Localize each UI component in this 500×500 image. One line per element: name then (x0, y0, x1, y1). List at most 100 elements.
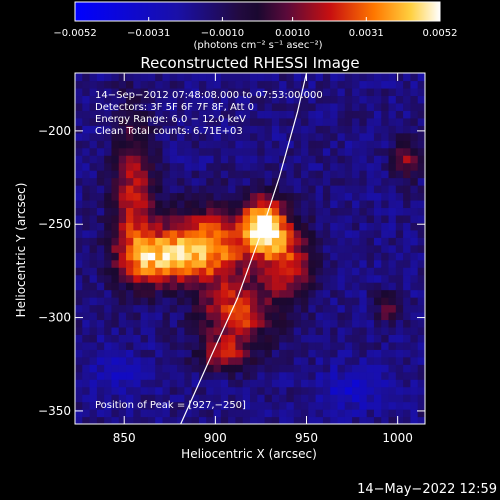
heatmap-cell (235, 95, 244, 104)
heatmap-cell (359, 170, 368, 179)
heatmap-cell (395, 73, 404, 82)
heatmap-cell (169, 147, 178, 156)
heatmap-cell (89, 87, 98, 97)
heatmap-cell (118, 364, 127, 373)
heatmap-cell (213, 289, 222, 298)
heatmap-cell (352, 170, 360, 179)
heatmap-cell (126, 334, 134, 343)
heatmap-cell (104, 110, 113, 119)
heatmap-cell (403, 319, 412, 328)
heatmap-cell (96, 222, 105, 231)
heatmap-cell (264, 349, 273, 358)
heatmap-cell (315, 267, 324, 276)
heatmap-cell (169, 214, 178, 223)
heatmap-cell (111, 334, 120, 343)
heatmap-cell (293, 297, 302, 306)
heatmap-cell (366, 117, 375, 126)
heatmap-cell (126, 349, 134, 358)
heatmap-cell (228, 326, 237, 335)
heatmap-cell (191, 117, 200, 126)
heatmap-cell (344, 326, 353, 335)
heatmap-cell (271, 170, 280, 179)
heatmap-cell (315, 125, 324, 134)
heatmap-cell (213, 147, 222, 156)
heatmap-cell (169, 207, 178, 216)
heatmap-cell (308, 244, 317, 253)
heatmap-cell (133, 311, 142, 321)
heatmap-cell (162, 252, 171, 261)
heatmap-cell (96, 394, 105, 403)
heatmap-cell (315, 207, 324, 216)
heatmap-cell (213, 185, 222, 194)
heatmap-cell (198, 274, 207, 283)
heatmap-cell (417, 214, 425, 223)
heatmap-cell (177, 95, 185, 104)
heatmap-cell (184, 364, 193, 373)
heatmap-cell (417, 341, 425, 350)
heatmap-cell (322, 282, 331, 291)
heatmap-cell (147, 267, 156, 276)
heatmap-cell (257, 319, 266, 328)
heatmap-cell (147, 394, 156, 403)
heatmap-cell (373, 95, 382, 104)
heatmap-cell (118, 222, 127, 231)
heatmap-cell (308, 282, 317, 291)
heatmap-cell (89, 95, 98, 104)
heatmap-cell (140, 401, 149, 410)
heatmap-cell (191, 326, 200, 335)
heatmap-cell (395, 289, 404, 298)
heatmap-cell (75, 185, 83, 194)
heatmap-cell (417, 356, 425, 365)
heatmap-cell (352, 341, 360, 350)
heatmap-cell (140, 416, 149, 424)
heatmap-cell (198, 222, 207, 231)
heatmap-cell (198, 356, 207, 365)
heatmap-cell (198, 132, 207, 141)
heatmap-cell (315, 319, 324, 328)
heatmap-cell (118, 199, 127, 209)
heatmap-cell (359, 311, 368, 321)
heatmap-cell (286, 289, 295, 298)
heatmap-cell (242, 132, 251, 141)
heatmap-cell (322, 199, 331, 209)
heatmap-cell (352, 199, 360, 209)
heatmap-cell (403, 222, 412, 231)
heatmap-cell (191, 304, 200, 313)
heatmap-cell (403, 267, 412, 276)
heatmap-cell (395, 349, 404, 358)
heatmap-cell (162, 326, 171, 335)
heatmap-cell (257, 297, 266, 306)
heatmap-cell (96, 371, 105, 380)
heatmap-cell (220, 125, 229, 134)
heatmap-cell (82, 132, 91, 141)
heatmap-cell (366, 289, 375, 298)
heatmap-cell (147, 289, 156, 298)
heatmap-cell (344, 102, 353, 111)
heatmap-cell (118, 140, 127, 149)
heatmap-cell (286, 364, 295, 373)
heatmap-cell (220, 401, 229, 410)
heatmap-cell (352, 334, 360, 343)
heatmap-cell (75, 155, 83, 164)
heatmap-cell (118, 80, 127, 89)
heatmap-cell (89, 147, 98, 156)
heatmap-cell (293, 177, 302, 186)
heatmap-cell (301, 379, 309, 388)
heatmap-cell (111, 282, 120, 291)
heatmap-cell (381, 349, 390, 358)
heatmap-cell (322, 267, 331, 276)
heatmap-cell (228, 416, 237, 424)
heatmap-cell (286, 162, 295, 171)
heatmap-cell (235, 177, 244, 186)
heatmap-cell (257, 252, 266, 261)
heatmap-cell (410, 185, 419, 194)
heatmap-cell (410, 356, 419, 365)
heatmap-cell (308, 267, 317, 276)
heatmap-cell (301, 311, 309, 321)
heatmap-cell (271, 177, 280, 186)
heatmap-cell (330, 401, 339, 410)
heatmap-cell (104, 177, 113, 186)
heatmap-cell (198, 349, 207, 358)
heatmap-cell (228, 132, 237, 141)
heatmap-cell (381, 341, 390, 350)
